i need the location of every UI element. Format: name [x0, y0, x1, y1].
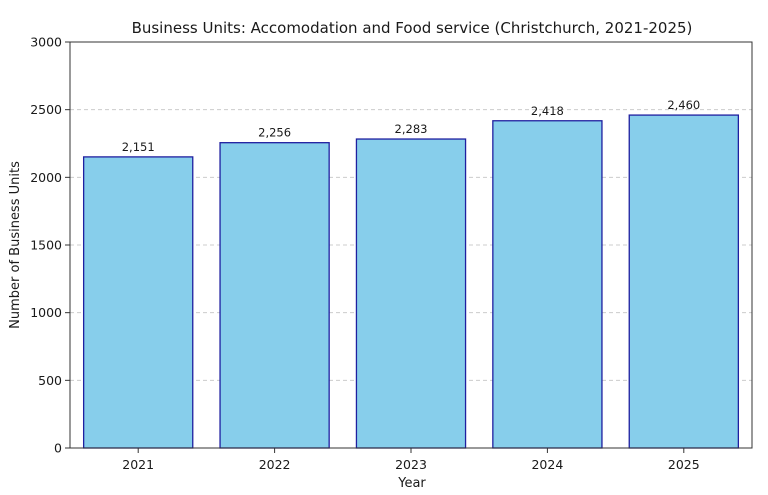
x-tick-label: 2021	[122, 457, 154, 472]
bar-2022	[219, 142, 330, 449]
x-tick-label: 2025	[668, 457, 700, 472]
bar-2021	[82, 156, 194, 449]
data-label-2022: 2,256	[258, 126, 291, 140]
y-tick-label: 1000	[30, 305, 62, 320]
x-tick-label: 2023	[395, 457, 427, 472]
y-tick-label: 2500	[30, 102, 62, 117]
data-label-2023: 2,283	[395, 122, 428, 136]
y-tick-label: 1500	[30, 238, 62, 253]
data-label-2024: 2,418	[531, 104, 564, 118]
data-labels: 2,151 2,256 2,283 2,418 2,460	[122, 98, 701, 154]
y-axis-label: Number of Business Units	[8, 161, 23, 329]
bar-2025	[628, 114, 740, 449]
chart-title: Business Units: Accomodation and Food se…	[132, 19, 693, 37]
x-tick-label: 2022	[259, 457, 291, 472]
y-axis-ticks: 0 500 1000 1500 2000 2500 3000	[30, 35, 70, 456]
bars	[82, 114, 740, 449]
y-tick-label: 500	[38, 373, 62, 388]
x-axis-label: Year	[397, 476, 426, 491]
x-tick-label: 2024	[531, 457, 563, 472]
x-axis-ticks: 2021 2022 2023 2024 2025	[122, 448, 700, 472]
y-tick-label: 2000	[30, 170, 62, 185]
y-tick-label: 3000	[30, 35, 62, 50]
data-label-2025: 2,460	[667, 98, 700, 112]
data-label-2021: 2,151	[122, 140, 155, 154]
bar-2024	[492, 120, 603, 449]
bar-2023	[355, 138, 467, 449]
y-tick-label: 0	[54, 441, 62, 456]
